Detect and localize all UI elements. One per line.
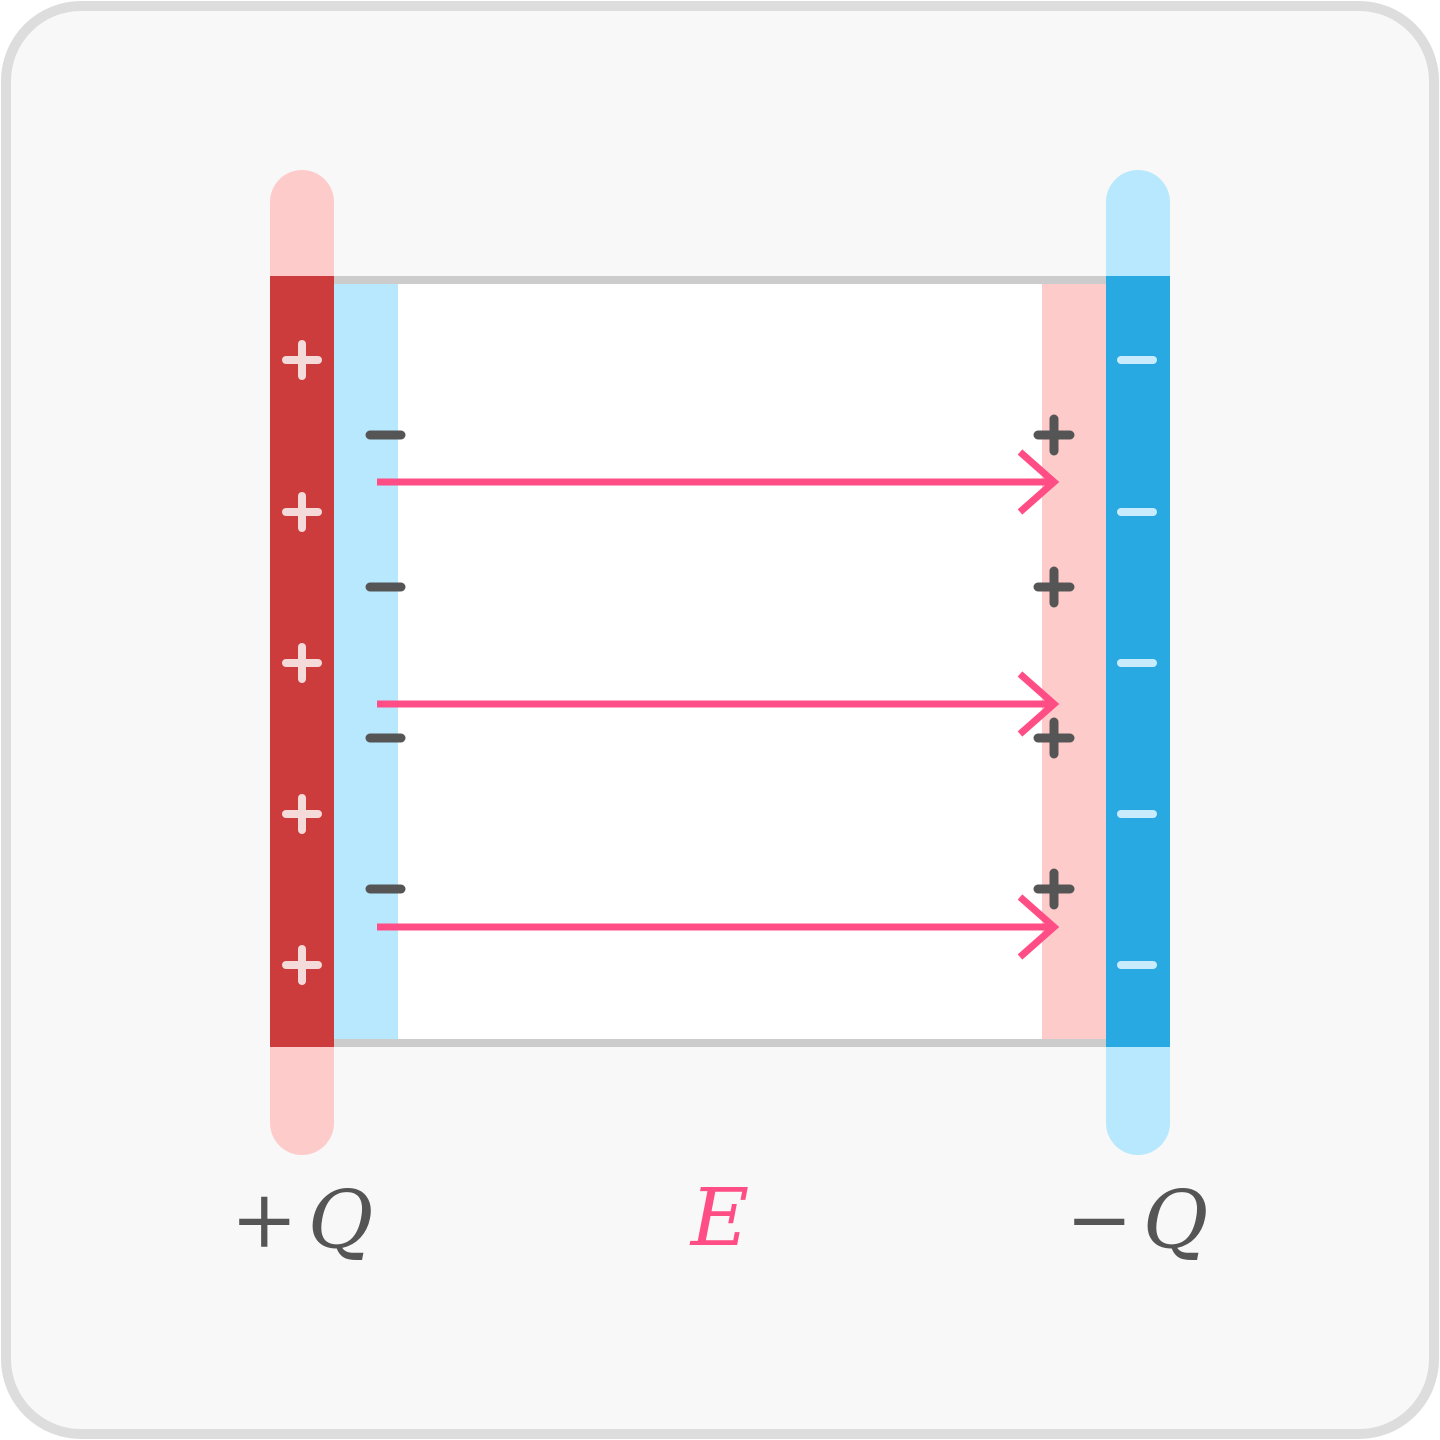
left-plate-plus-charge — [282, 794, 322, 834]
induced-plus-charge — [1033, 717, 1075, 759]
induced-plus-charge — [1033, 414, 1075, 456]
field-label: E — [689, 1171, 749, 1264]
left-charge-sign: + — [231, 1173, 298, 1266]
right-charge-sign: − — [1066, 1173, 1133, 1266]
left-plate-plus-charge — [282, 492, 322, 532]
right-plate-charges — [1117, 356, 1157, 969]
left-plate-plus-charge — [282, 643, 322, 683]
induced-negative-charges — [365, 430, 406, 894]
right-charge-symbol: Q — [1143, 1173, 1209, 1266]
right-charge-label: − Q — [1066, 1173, 1209, 1266]
induced-negative-layer — [334, 284, 398, 1039]
field-arrow — [377, 449, 1060, 515]
field-arrows — [377, 449, 1060, 960]
left-plate-plus-charge — [282, 945, 322, 985]
field-arrow — [377, 671, 1060, 737]
induced-positive-charges — [1033, 414, 1075, 910]
induced-positive-layer — [1042, 284, 1106, 1039]
field-arrow — [377, 894, 1060, 960]
left-plate-plus-charge — [282, 340, 322, 380]
induced-plus-charge — [1033, 868, 1075, 910]
left-charge-symbol: Q — [308, 1173, 374, 1266]
dielectric-slab — [334, 280, 1106, 1043]
left-charge-label: + Q — [231, 1173, 374, 1266]
left-plate-charges — [282, 340, 322, 985]
induced-plus-charge — [1033, 566, 1075, 608]
